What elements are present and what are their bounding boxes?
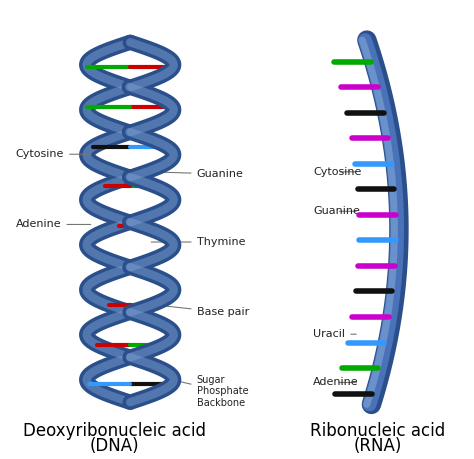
Text: Thymine: Thymine	[151, 237, 245, 247]
Text: Adenine: Adenine	[16, 219, 91, 230]
Text: Ribonucleic acid: Ribonucleic acid	[310, 422, 445, 440]
Text: Cytosine: Cytosine	[16, 149, 91, 159]
Text: Sugar
Phosphate
Backbone: Sugar Phosphate Backbone	[167, 375, 248, 408]
Text: Base pair: Base pair	[145, 304, 249, 317]
Text: Deoxyribonucleic acid: Deoxyribonucleic acid	[23, 422, 206, 440]
Text: Guanine: Guanine	[151, 169, 244, 179]
Text: Adenine: Adenine	[313, 377, 359, 387]
Text: Uracil: Uracil	[313, 329, 356, 339]
Text: (DNA): (DNA)	[90, 437, 139, 455]
Text: Guanine: Guanine	[313, 206, 360, 216]
Text: (RNA): (RNA)	[353, 437, 401, 455]
Text: Cytosine: Cytosine	[313, 167, 362, 177]
